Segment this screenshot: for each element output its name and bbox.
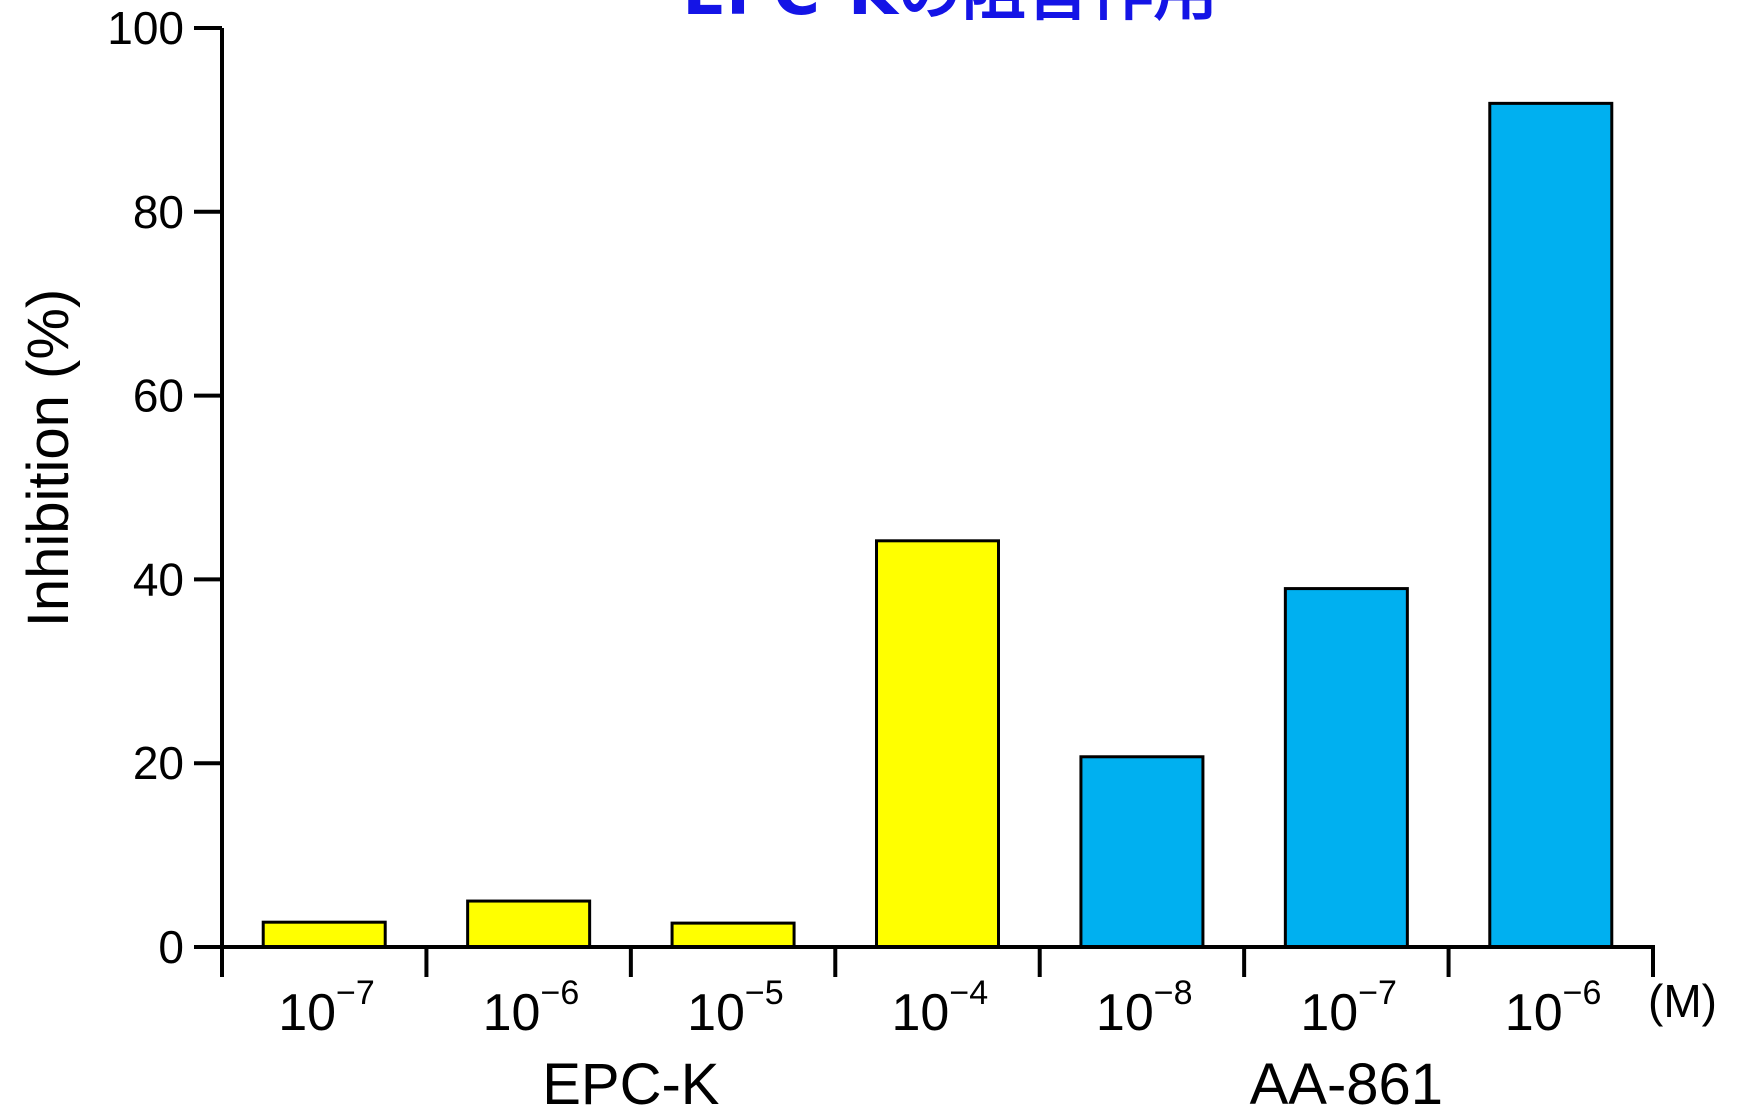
y-axis-label: Inhibition (%) — [16, 289, 81, 627]
x-axis-unit: (M) — [1648, 975, 1717, 1027]
bar-2 — [466, 899, 592, 949]
x-tick-label: 10−5 — [687, 974, 784, 1042]
x-tick-label: 10−7 — [1300, 974, 1397, 1042]
bars-layer — [261, 101, 1614, 949]
chart-title: EPC-Kの阻害作用 — [682, 0, 1217, 30]
y-tick-label: 80 — [133, 186, 184, 238]
x-tick-label: 10−4 — [892, 974, 989, 1042]
x-tick-label: 10−8 — [1096, 974, 1193, 1042]
group-label-2: AA-861 — [1250, 1052, 1443, 1114]
bar-1 — [261, 920, 387, 949]
bar-4 — [875, 539, 1000, 949]
group-label-1: EPC-K — [542, 1052, 720, 1114]
bar-5 — [1079, 755, 1205, 949]
y-tick-label: 40 — [133, 553, 184, 605]
y-tick-label: 20 — [133, 737, 184, 789]
bar-3 — [670, 921, 796, 949]
y-tick-label: 0 — [158, 921, 184, 973]
labels-layer: 0 20 40 60 80 100 10−7 10−6 10−5 10−4 10−8 10−7 10−6… — [107, 2, 1601, 1114]
bar-6 — [1283, 587, 1409, 949]
x-tick-label: 10−6 — [483, 974, 580, 1042]
y-tick-label: 100 — [107, 2, 184, 54]
axes-layer — [194, 26, 1655, 977]
y-tick-label: 60 — [133, 370, 184, 422]
x-tick-label: 10−7 — [278, 974, 375, 1042]
bar-7 — [1488, 101, 1614, 949]
x-tick-label: 10−6 — [1505, 974, 1602, 1042]
